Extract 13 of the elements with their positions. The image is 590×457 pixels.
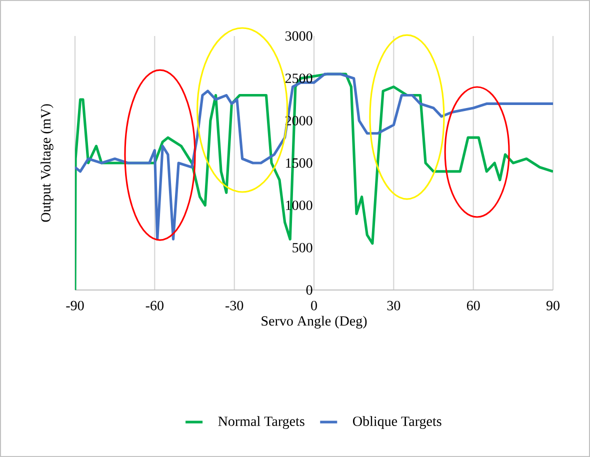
x-tick-label: -30 [226,300,244,310]
x-axis-title: Servo Angle (Deg) [262,316,367,329]
legend-label: Normal Targets [218,416,304,429]
y-axis-title: Output Voltage (mV) [40,104,54,222]
legend-label: Oblique Targets [353,416,442,429]
y-tick-label: 500 [292,242,312,252]
y-tick-label: 3000 [285,31,312,41]
x-tick-label: 90 [546,300,560,310]
x-tick-label: 30 [387,300,400,310]
x-tick-label: -60 [146,300,164,310]
x-tick-label: -90 [66,300,84,310]
y-tick-label: 0 [306,285,312,295]
x-tick-label: 60 [466,300,480,310]
